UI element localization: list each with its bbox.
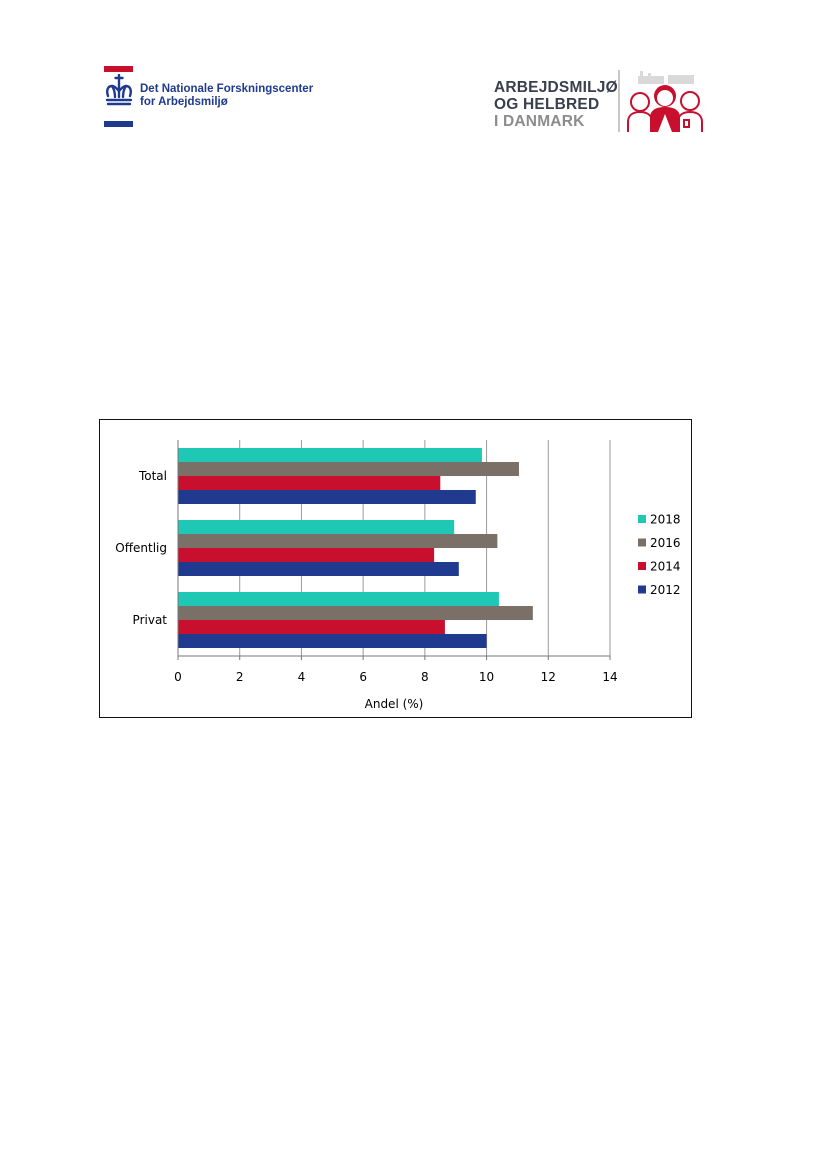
bar-chart: 0 2 4 6 8 10 12 14 Total Offentlig Privat Andel (%)… (115, 440, 681, 711)
bar-2018-offentlig (178, 520, 455, 534)
org-name-line2: for Arbejdsmiljø (140, 96, 228, 108)
x-tick-label: 10 (479, 670, 494, 684)
bar-2012-privat (178, 634, 487, 648)
x-tick-label: 2 (236, 670, 244, 684)
category-label: Offentlig (115, 541, 167, 555)
people-icon (627, 71, 703, 132)
legend-label-2016: 2016 (650, 536, 681, 550)
bar-2014-total (178, 476, 441, 490)
bar-2016-privat (178, 606, 533, 620)
x-tick-label: 8 (421, 670, 429, 684)
category-label: Privat (133, 613, 168, 627)
legend-label-2014: 2014 (650, 560, 681, 574)
nfa-logo: Det Nationale Forskningscenter for Arbej… (104, 66, 344, 128)
bar-2012-total (178, 490, 476, 504)
legend-swatch-2018 (638, 515, 646, 523)
bar-2018-privat (178, 592, 499, 606)
x-tick-label: 14 (602, 670, 617, 684)
x-tick-label: 12 (541, 670, 556, 684)
bar-2014-privat (178, 620, 445, 634)
logo-title-line1: ARBEJDSMILJØ (494, 79, 618, 96)
legend-swatch-2016 (638, 538, 646, 547)
x-axis-title: Andel (%) (365, 697, 424, 711)
logo-title-line3: I DANMARK (494, 113, 585, 130)
bar-2016-offentlig (178, 534, 498, 548)
org-name-line1: Det Nationale Forskningscenter (140, 83, 314, 95)
factory-silhouette-icon (638, 71, 694, 84)
x-tick-label: 6 (359, 670, 367, 684)
logo-red-stripe (104, 66, 133, 72)
crown-icon (105, 74, 133, 106)
bar-2018-total (178, 448, 482, 462)
bar-2014-offentlig (178, 548, 435, 562)
legend-swatch-2014 (638, 562, 646, 570)
x-tick-label: 4 (298, 670, 306, 684)
org-name: Det Nationale Forskningscenter for Arbej… (140, 83, 360, 109)
legend-label-2012: 2012 (650, 583, 681, 597)
x-tick-label: 0 (174, 670, 182, 684)
category-label: Total (138, 469, 167, 483)
chart-frame: 0 2 4 6 8 10 12 14 Total Offentlig Privat Andel (%)… (99, 419, 692, 718)
logo-title-line2: OG HELBRED (494, 96, 600, 113)
bar-2016-total (178, 462, 519, 476)
logo-divider (618, 70, 620, 132)
logo-blue-stripe (104, 121, 133, 127)
legend-swatch-2012 (638, 585, 646, 594)
arbejdsmiljo-logo: ARBEJDSMILJØ OG HELBRED I DANMARK (494, 70, 709, 134)
bar-2012-offentlig (178, 562, 459, 576)
legend-label-2018: 2018 (650, 513, 681, 527)
